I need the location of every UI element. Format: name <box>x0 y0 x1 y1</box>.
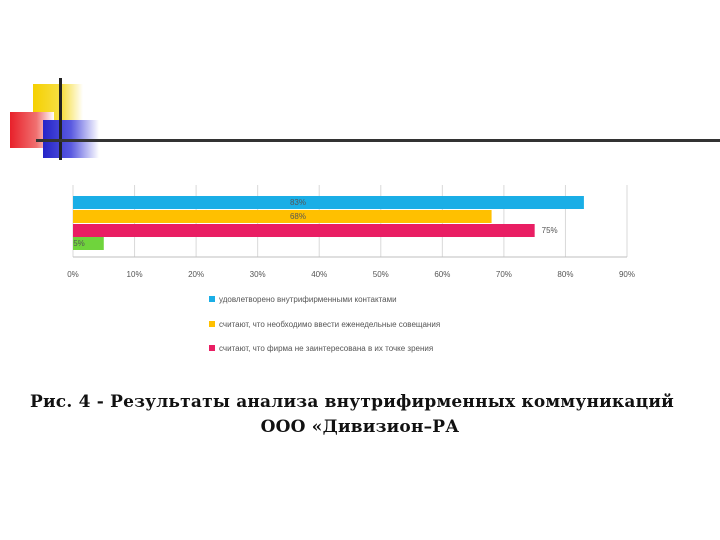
bar <box>73 210 492 223</box>
figure-caption-line1: Рис. 4 - Результаты анализа внутрифирмен… <box>30 392 674 412</box>
legend-entry: удовлетворено внутрифирменными контактам… <box>219 295 397 304</box>
chart-legend: удовлетворено внутрифирменными контактам… <box>209 295 440 353</box>
x-tick-label: 50% <box>373 270 389 279</box>
bar-data-label: 75% <box>542 226 558 235</box>
bar-data-label: 68% <box>290 212 306 221</box>
decor-horizontal-line <box>36 139 720 142</box>
bar-chart: 83% 68% 75% 5% 0% 10% 20% 30% 40% 50% 60% 70% 80% 90… <box>67 185 635 353</box>
legend-swatch <box>209 321 215 327</box>
legend-entry: считают, что фирма не заинтересована в и… <box>219 344 433 353</box>
decor-vertical-line <box>59 78 62 160</box>
bar <box>73 196 584 209</box>
x-tick-label: 30% <box>250 270 266 279</box>
x-tick-label: 60% <box>434 270 450 279</box>
bar-data-label: 83% <box>290 198 306 207</box>
x-tick-label: 10% <box>127 270 143 279</box>
x-tick-label: 80% <box>557 270 573 279</box>
figure-caption-line2: ООО «Дивизион–РА <box>260 417 460 437</box>
chart-x-ticks: 0% 10% 20% 30% 40% 50% 60% 70% 80% 90% <box>67 270 635 279</box>
x-tick-label: 70% <box>496 270 512 279</box>
x-tick-label: 90% <box>619 270 635 279</box>
legend-entry: считают, что необходимо ввести еженедель… <box>219 320 440 329</box>
bar <box>73 224 535 237</box>
bar-data-label: 5% <box>73 239 85 248</box>
bar <box>73 237 104 250</box>
x-tick-label: 0% <box>67 270 79 279</box>
legend-swatch <box>209 345 215 351</box>
legend-swatch <box>209 296 215 302</box>
chart-bars: 83% 68% 75% 5% <box>73 196 584 250</box>
x-tick-label: 20% <box>188 270 204 279</box>
x-tick-label: 40% <box>311 270 327 279</box>
